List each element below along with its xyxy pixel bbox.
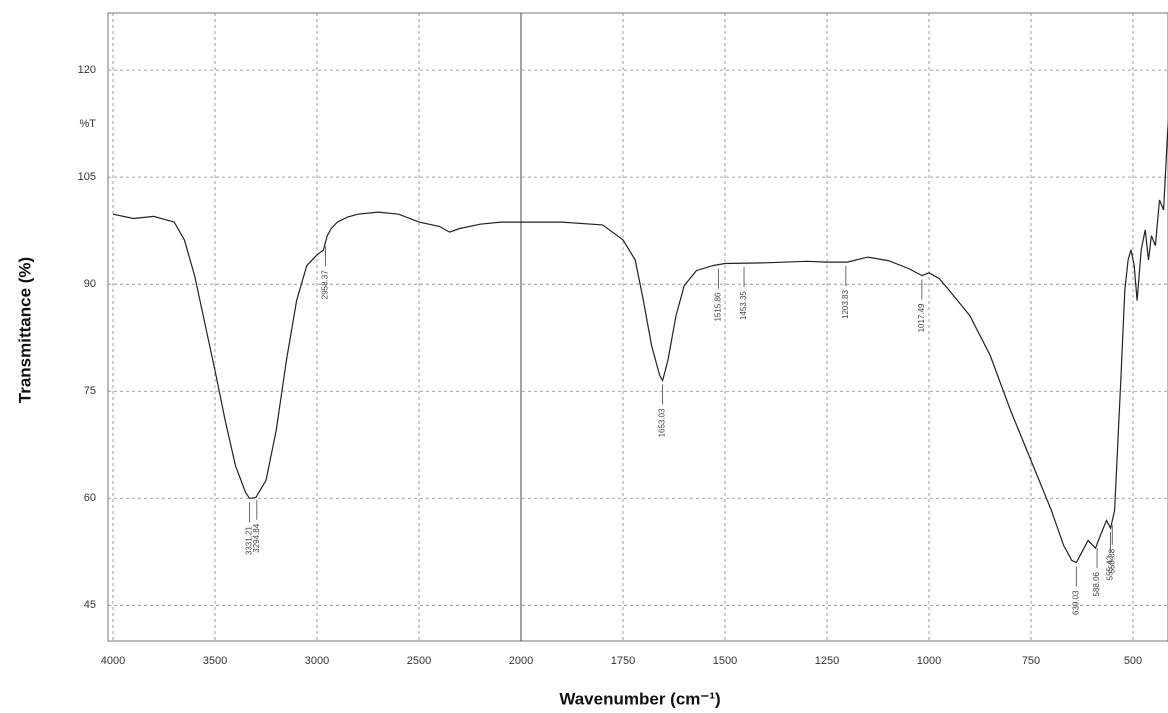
peak-label: 3331.21: [245, 526, 254, 555]
x-tick-label: 3000: [305, 655, 329, 667]
y-axis-title: Transmittance (%): [15, 257, 34, 403]
x-axis-title: Wavenumber (cm⁻¹): [559, 689, 720, 708]
x-tick-label: 4000: [101, 655, 125, 667]
y-tick-label: 105: [78, 171, 96, 183]
plot-frame: [107, 12, 1168, 642]
peak-label: 550.88: [1107, 548, 1116, 573]
x-tick-label: 3500: [203, 655, 227, 667]
y-tick-label: 60: [84, 492, 96, 504]
y-tick-label: 45: [84, 599, 96, 611]
y-tick-label: 120: [78, 64, 96, 76]
peak-label: 588.06: [1092, 571, 1101, 596]
peak-label: 3294.84: [252, 523, 261, 552]
peak-label: 639.03: [1071, 590, 1080, 615]
x-tick-label: 750: [1022, 655, 1040, 667]
spectrum-line: [112, 118, 1168, 564]
x-tick-label: 1750: [611, 655, 635, 667]
y-tick-label: 75: [84, 385, 96, 397]
y-unit-label: %T: [80, 118, 97, 130]
peak-label: 1017.49: [917, 303, 926, 332]
peak-label: 1203.83: [841, 290, 850, 319]
peak-label: 1653.03: [658, 408, 667, 437]
peak-label: 1453.35: [739, 291, 748, 320]
peak-label: 555.42: [1105, 555, 1114, 580]
x-tick-label: 500: [1124, 655, 1142, 667]
peak-label: 1515.86: [714, 292, 723, 321]
x-tick-label: 1250: [815, 655, 839, 667]
x-tick-label: 1000: [917, 655, 941, 667]
peak-label: 2958.37: [321, 270, 330, 299]
y-tick-label: 90: [84, 278, 96, 290]
x-tick-label: 2000: [509, 655, 533, 667]
x-tick-label: 1500: [713, 655, 737, 667]
x-tick-label: 2500: [407, 655, 431, 667]
